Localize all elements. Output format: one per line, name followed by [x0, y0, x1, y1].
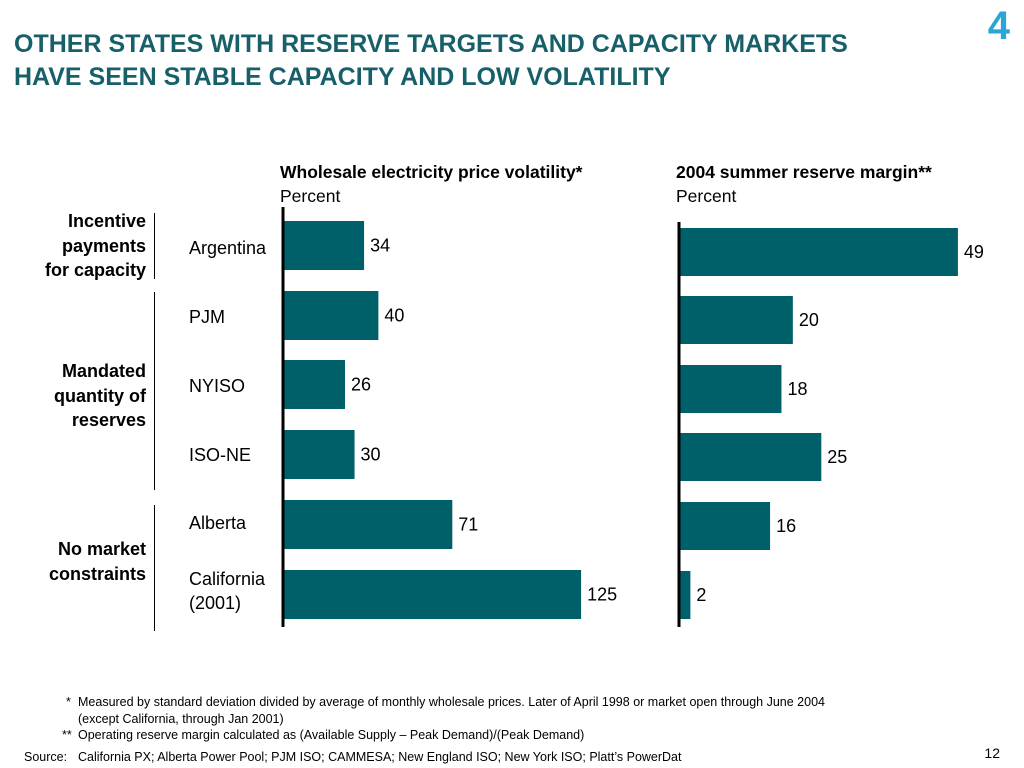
volatility-bar-nyiso: [283, 360, 345, 409]
volatility-bar-pjm: [283, 291, 379, 340]
group-label-line: Mandated: [61, 361, 146, 381]
group-label-line: for capacity: [44, 260, 146, 280]
volatility-bar-alberta: [283, 500, 453, 549]
category-label-nyiso: NYISO: [189, 374, 245, 398]
volatility-value-label-argentina: 34: [370, 236, 390, 256]
category-label-pjm: PJM: [189, 305, 225, 329]
group-label-line: No market: [57, 539, 146, 559]
group-label-line: reserves: [71, 410, 146, 430]
footnote-star: Measured by standard deviation divided b…: [78, 694, 825, 727]
reserve-bar-iso-ne: [679, 433, 822, 481]
page-number: 12: [984, 745, 1000, 761]
reserve-value-label-alberta: 16: [776, 516, 796, 536]
reserve-value-label-argentina: 49: [964, 242, 984, 262]
footnote-star-line: Measured by standard deviation divided b…: [78, 695, 825, 709]
category-label-line: NYISO: [189, 376, 246, 396]
group-label-line: payments: [61, 235, 146, 256]
source-label: Source:: [24, 750, 68, 764]
reserve-value-label-iso-ne: 25: [827, 447, 847, 467]
category-label-california: California (2001): [189, 567, 265, 615]
category-label-line: California: [189, 569, 266, 589]
category-label-line: Alberta: [189, 513, 247, 533]
volatility-value-label-alberta: 71: [458, 515, 478, 535]
category-label-line: Argentina: [189, 238, 267, 258]
group-label-no-market: No market constraints: [49, 537, 146, 586]
reserve-value-label-pjm: 20: [799, 310, 819, 330]
volatility-value-label-pjm: 40: [384, 306, 404, 326]
group-label-incentive: Incentive payments for capacity: [45, 209, 146, 283]
group-bracket-mandated: [154, 292, 155, 490]
group-label-mandated: Mandated quantity of reserves: [54, 359, 146, 433]
reserve-bar-argentina: [679, 228, 958, 276]
volatility-value-label-iso-ne: 30: [361, 445, 381, 465]
footnote-dstar-mark: **: [62, 728, 72, 742]
footnote-star-mark: *: [66, 695, 71, 709]
volatility-value-label-california-2001: 125: [587, 585, 617, 605]
volatility-chart-unit: Percent: [280, 186, 341, 206]
slide-title-line-1: OTHER STATES WITH RESERVE TARGETS AND CA…: [14, 30, 848, 58]
category-label-line: PJM: [189, 307, 225, 327]
reserve-panel-title: 2004 summer reserve margin** Percent: [676, 160, 932, 208]
group-bracket-no-market: [154, 505, 155, 631]
source-text: California PX; Alberta Power Pool; PJM I…: [78, 750, 682, 764]
reserve-value-label-california-2001: 2: [696, 585, 706, 605]
slide-title-line-2: HAVE SEEN STABLE CAPACITY AND LOW VOLATI…: [14, 63, 671, 91]
category-label-line: (2001): [189, 593, 242, 613]
reserve-bar-california-2001: [679, 571, 691, 619]
reserve-chart-unit: Percent: [676, 186, 737, 206]
volatility-panel-title: Wholesale electricity price volatility* …: [280, 160, 582, 208]
reserve-value-label-nyiso: 18: [787, 379, 807, 399]
slide-title: OTHER STATES WITH RESERVE TARGETS AND CA…: [14, 28, 954, 94]
volatility-value-label-nyiso: 26: [351, 375, 371, 395]
footnote-star-line: (except California, through Jan 2001): [78, 711, 284, 726]
group-label-line: Incentive: [67, 211, 146, 231]
category-label-alberta: Alberta: [189, 511, 246, 535]
reserve-bar-alberta: [679, 502, 771, 550]
category-label-iso-ne: ISO-NE: [189, 443, 251, 467]
slide-number: 4: [987, 4, 1010, 48]
reserve-bar-pjm: [679, 296, 793, 344]
reserve-chart-title: 2004 summer reserve margin**: [676, 162, 932, 182]
category-label-line: ISO-NE: [189, 445, 252, 465]
volatility-bar-california-2001: [283, 570, 582, 619]
volatility-bar-argentina: [283, 221, 365, 270]
group-label-line: constraints: [48, 563, 146, 584]
category-label-argentina: Argentina: [189, 236, 266, 260]
volatility-bar-iso-ne: [283, 430, 355, 479]
group-bracket-incentive: [154, 213, 155, 279]
footnote-dstar: Operating reserve margin calculated as (…: [78, 728, 585, 742]
volatility-chart-title: Wholesale electricity price volatility*: [280, 162, 583, 182]
reserve-bar-nyiso: [679, 365, 782, 413]
group-label-line: quantity of: [54, 385, 146, 406]
